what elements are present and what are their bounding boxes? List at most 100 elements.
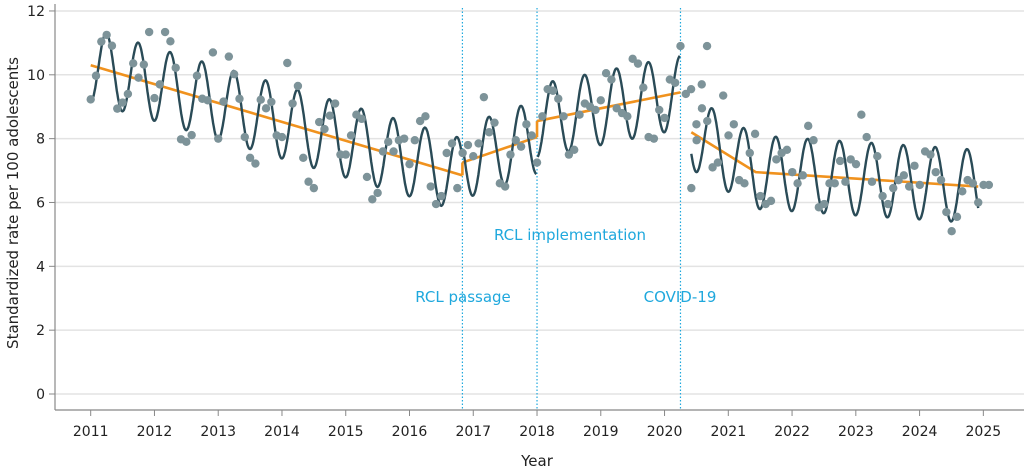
data-point [426, 182, 435, 191]
y-tick-label: 4 [36, 259, 45, 275]
data-point [633, 59, 643, 68]
data-point [91, 71, 101, 80]
event-lines [461, 8, 682, 410]
data-point [160, 27, 170, 37]
data-point [554, 94, 563, 103]
data-point [283, 58, 292, 68]
data-point [851, 159, 861, 169]
data-point [548, 86, 558, 95]
data-point [516, 142, 526, 151]
data-point [453, 183, 462, 193]
data-point [442, 148, 451, 158]
data-point [692, 136, 701, 145]
data-point [952, 212, 962, 222]
data-point [958, 187, 967, 196]
data-point [485, 128, 494, 137]
x-tick-label: 2013 [200, 424, 236, 440]
data-point [910, 161, 919, 170]
data-point [729, 120, 739, 129]
data-point [947, 227, 956, 236]
data-point [506, 150, 515, 159]
x-tick-label: 2020 [647, 424, 683, 440]
annotation-rcl-implementation: RCL implementation [494, 226, 646, 244]
data-point [830, 179, 839, 188]
data-point [182, 137, 191, 147]
x-tick-label: 2015 [328, 424, 364, 440]
data-point [809, 136, 818, 145]
data-point [766, 196, 776, 206]
x-tick-label: 2014 [264, 424, 300, 440]
data-point [102, 30, 111, 40]
data-point [346, 131, 356, 140]
data-point [841, 177, 850, 186]
trend-segment [690, 131, 979, 188]
data-point [123, 89, 133, 99]
data-point [740, 179, 749, 188]
data-point [873, 151, 882, 161]
x-tick-label: 2022 [774, 424, 810, 440]
data-point [591, 105, 600, 115]
data-point [421, 112, 430, 121]
data-point [134, 73, 143, 82]
data-point [703, 116, 712, 126]
data-point [867, 177, 877, 186]
data-point [942, 207, 951, 217]
data-point [904, 182, 914, 191]
data-point [203, 96, 212, 105]
data-point [804, 121, 813, 131]
data-point [405, 159, 414, 169]
data-point [224, 52, 234, 61]
data-point [97, 37, 106, 46]
data-point [724, 131, 733, 140]
data-point [155, 80, 164, 89]
data-point [362, 172, 372, 182]
data-point [878, 191, 887, 201]
data-point [601, 69, 611, 78]
y-axis-title: Standardized rate per 100 adolescents [4, 57, 22, 349]
x-tick-label: 2023 [838, 424, 874, 440]
data-point [245, 153, 255, 162]
data-point [788, 167, 797, 177]
data-point [399, 134, 409, 143]
fitted-curves [90, 31, 980, 223]
data-point [320, 124, 329, 134]
x-tick-label: 2024 [902, 424, 938, 440]
data-point [208, 48, 218, 57]
data-point [655, 105, 664, 115]
data-point [410, 136, 420, 145]
data-point [389, 147, 398, 156]
data-point [660, 113, 669, 123]
data-point [490, 118, 499, 127]
data-point [214, 134, 223, 143]
data-point [192, 71, 202, 80]
data-point [251, 159, 260, 168]
data-point [835, 156, 845, 166]
x-tick-label: 2025 [966, 424, 1002, 440]
data-point [139, 60, 149, 69]
data-point [219, 97, 228, 106]
data-point [819, 199, 829, 209]
data-point [702, 41, 712, 51]
data-point [670, 78, 680, 87]
data-point [299, 153, 308, 162]
data-point [235, 94, 244, 103]
x-tick-label: 2017 [455, 424, 491, 440]
event-annotations: RCL implementation RCL passage COVID-19 [415, 226, 716, 306]
y-tick-label: 12 [27, 4, 45, 20]
data-point [107, 41, 117, 50]
fitted-curve [690, 107, 980, 223]
data-point [926, 150, 935, 159]
data-point [500, 182, 510, 191]
data-point [330, 99, 340, 108]
data-point [532, 158, 542, 167]
data-point [309, 183, 319, 193]
data-point [171, 63, 180, 72]
data-point [479, 92, 489, 102]
data-point [368, 195, 377, 204]
fitted-curve [461, 104, 537, 197]
data-point [373, 188, 382, 198]
data-point [718, 91, 728, 100]
data-point [474, 139, 483, 148]
data-point [293, 81, 303, 91]
